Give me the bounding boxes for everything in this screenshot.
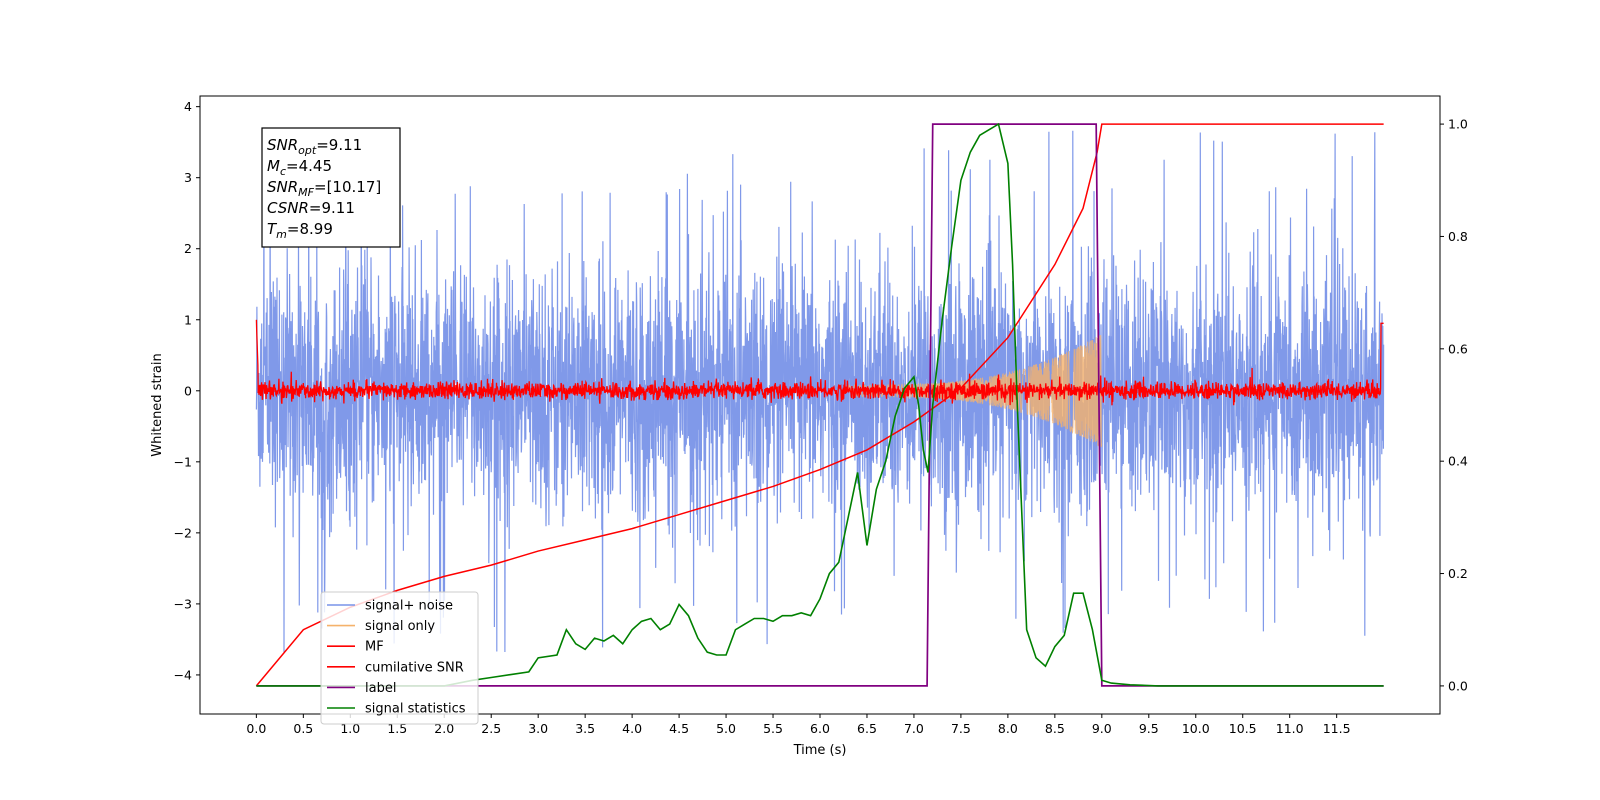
series-layer <box>255 122 1385 687</box>
legend-label: signal statistics <box>365 702 466 717</box>
x-tick-label: 9.5 <box>1139 721 1159 736</box>
x-tick-label: 1.0 <box>340 721 360 736</box>
y2-tick-label: 1.0 <box>1448 117 1468 132</box>
x-tick-label: 11.0 <box>1276 721 1304 736</box>
info-line: SNRopt=9.11 <box>267 136 362 157</box>
x-tick-label: 8.0 <box>998 721 1018 736</box>
y-tick-label: −4 <box>174 667 192 682</box>
x-tick-label: 5.5 <box>763 721 783 736</box>
x-tick-label: 3.5 <box>575 721 595 736</box>
y-tick-label: 1 <box>184 312 192 327</box>
x-axis-label: Time (s) <box>793 743 847 758</box>
y-tick-label: −1 <box>174 454 192 469</box>
x-tick-label: 4.5 <box>669 721 689 736</box>
info-box: SNRopt=9.11Mc=4.45SNRMF=[10.17]CSNR=9.11… <box>261 127 401 248</box>
legend-label: signal+ noise <box>365 599 453 614</box>
info-line: Tm=8.99 <box>267 220 333 241</box>
series-line-signal-statistics <box>256 122 1384 687</box>
x-tick-label: 10.5 <box>1229 721 1257 736</box>
x-tick-label: 2.5 <box>481 721 501 736</box>
legend-label: label <box>365 681 396 696</box>
series-line-cumulative-snr <box>255 123 1384 687</box>
y2-tick-label: 0.0 <box>1448 678 1468 693</box>
y-tick-label: 3 <box>184 170 192 185</box>
series-line-mf <box>255 319 1384 406</box>
legend-label: signal only <box>365 619 435 634</box>
legend-frame <box>320 591 479 725</box>
x-tick-label: 7.0 <box>904 721 924 736</box>
info-line: SNRMF=[10.17] <box>267 178 381 199</box>
x-tick-label: 2.0 <box>434 721 454 736</box>
x-tick-label: 1.5 <box>387 721 407 736</box>
x-tick-label: 6.0 <box>810 721 830 736</box>
y-axis-left: 4 3 2 1 0 −1 −2 −3 −4 <box>174 99 200 682</box>
y2-tick-label: 0.8 <box>1448 229 1468 244</box>
y2-tick-label: 0.6 <box>1448 341 1468 356</box>
x-tick-label: 4.0 <box>622 721 642 736</box>
info-line: Mc=4.45 <box>267 157 332 178</box>
x-tick-label: 6.5 <box>857 721 877 736</box>
legend-label: cumilative SNR <box>365 660 464 675</box>
x-tick-label: 8.5 <box>1045 721 1065 736</box>
x-axis: 0.0 0.5 1.0 1.5 2.0 2.5 3.0 3.5 4.0 4.5 5.0 5.5 6.0 6… <box>246 714 1351 736</box>
info-box-frame <box>261 127 401 248</box>
x-tick-label: 9.0 <box>1092 721 1112 736</box>
legend: signal+ noise signal only MF cumilative SNR… <box>320 591 479 725</box>
x-tick-label: 3.0 <box>528 721 548 736</box>
y-tick-label: 0 <box>184 383 192 398</box>
x-tick-label: 0.0 <box>246 721 266 736</box>
x-tick-label: 5.0 <box>716 721 736 736</box>
x-tick-label: 10.0 <box>1182 721 1210 736</box>
y-tick-label: −2 <box>174 525 192 540</box>
y-tick-label: 2 <box>184 241 192 256</box>
y2-tick-label: 0.4 <box>1448 454 1468 469</box>
y-axis-right: 1.0 0.8 0.6 0.4 0.2 0.0 <box>1440 117 1468 693</box>
x-tick-label: 7.5 <box>951 721 971 736</box>
x-tick-label: 0.5 <box>293 721 313 736</box>
y-tick-label: −3 <box>174 596 192 611</box>
y-axis-label: Whitened strain <box>150 353 165 456</box>
y2-tick-label: 0.2 <box>1448 566 1468 581</box>
x-tick-label: 11.5 <box>1323 721 1351 736</box>
series-line-signal-noise <box>255 130 1385 653</box>
legend-label: MF <box>365 640 384 655</box>
y-tick-label: 4 <box>184 99 192 114</box>
info-line: CSNR=9.11 <box>267 199 355 217</box>
